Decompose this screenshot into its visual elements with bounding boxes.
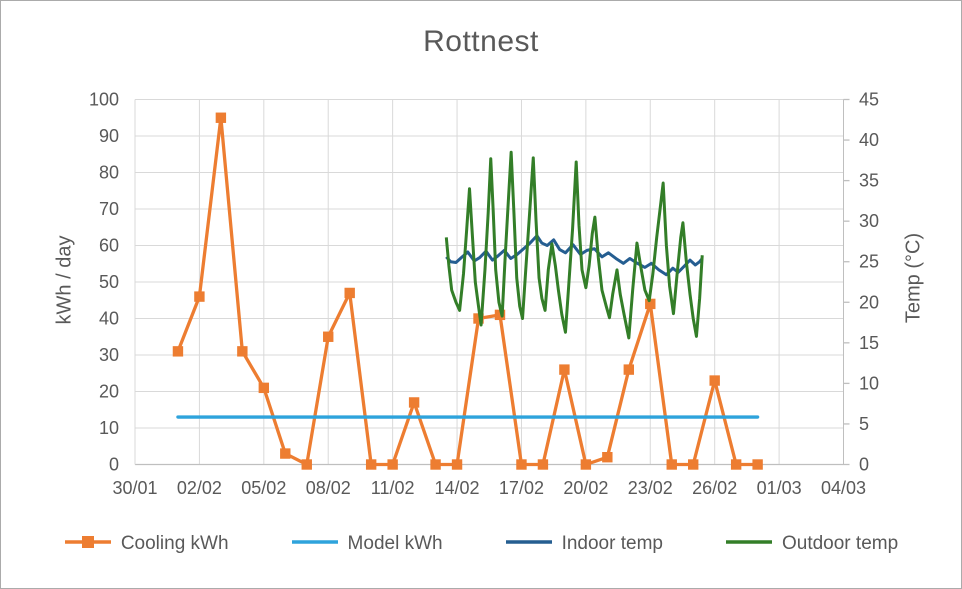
cooling-kwh-marker[interactable]	[752, 459, 763, 470]
cooling-kwh-marker[interactable]	[280, 448, 291, 459]
cooling-kwh-marker[interactable]	[408, 397, 420, 408]
x-tick-label: 14/02	[435, 478, 480, 498]
x-tick-label: 26/02	[692, 478, 737, 498]
x-tick-label: 04/03	[821, 478, 866, 498]
cooling-kwh-marker[interactable]	[688, 459, 699, 470]
x-tick-label: 11/02	[371, 478, 415, 498]
cooling-kwh-marker[interactable]	[666, 459, 677, 470]
cooling-kwh-marker[interactable]	[580, 459, 592, 470]
left-tick-label: 70	[99, 199, 119, 219]
cooling-kwh-marker[interactable]	[387, 459, 398, 470]
cooling-kwh-marker[interactable]	[344, 287, 355, 299]
x-tick-label: 05/02	[241, 478, 286, 498]
cooling-kwh-marker[interactable]	[730, 459, 742, 470]
cooling-kwh-marker[interactable]	[623, 364, 635, 375]
left-tick-label: 20	[99, 382, 119, 402]
cooling-kwh-marker[interactable]	[516, 459, 527, 470]
legend-label: Outdoor temp	[781, 533, 899, 554]
left-tick-label: 90	[99, 126, 119, 146]
right-tick-label: 10	[859, 373, 879, 393]
chart-legend: Cooling kWh Model kWh Indoor temp	[1, 533, 961, 555]
cooling-kwh-marker[interactable]	[215, 112, 227, 123]
x-tick-label: 08/02	[306, 478, 351, 498]
cooling-kwh-marker[interactable]	[258, 382, 270, 394]
legend-item-model-kwh[interactable]: Model kWh	[291, 533, 443, 555]
right-tick-label: 5	[859, 414, 869, 434]
cooling-kwh-marker[interactable]	[645, 298, 656, 310]
left-axis-title: kWh / day	[53, 235, 76, 325]
left-tick-label: 40	[99, 309, 119, 329]
left-tick-label: 80	[99, 163, 119, 183]
cooling-kwh-marker[interactable]	[602, 452, 613, 463]
cooling-kwh-marker[interactable]	[430, 459, 441, 470]
left-tick-label: 60	[99, 236, 119, 256]
x-tick-label: 17/02	[499, 478, 544, 498]
legend-label: Cooling kWh	[120, 533, 229, 554]
x-tick-label: 30/01	[112, 478, 157, 498]
cooling-kwh-marker[interactable]	[709, 375, 720, 386]
left-tick-label: 100	[89, 90, 119, 110]
legend-item-outdoor-temp[interactable]: Outdoor temp	[725, 533, 898, 555]
cooling-kwh-marker[interactable]	[537, 459, 549, 470]
chart-title: Rottnest	[423, 25, 539, 58]
cooling-kwh-marker[interactable]	[301, 459, 312, 470]
left-tick-label: 10	[99, 418, 119, 438]
right-tick-label: 15	[859, 333, 879, 353]
cooling-kwh-marker[interactable]	[194, 291, 205, 302]
cooling-kwh-marker[interactable]	[559, 364, 570, 375]
right-tick-label: 25	[859, 252, 879, 272]
outdoor-line-icon	[725, 534, 773, 555]
legend-label: Indoor temp	[561, 533, 663, 554]
series-cooling-kwh-line[interactable]	[176, 116, 758, 467]
cooling-kwh-marker[interactable]	[451, 459, 463, 470]
right-tick-label: 20	[859, 292, 879, 312]
legend-item-indoor-temp[interactable]: Indoor temp	[505, 533, 663, 555]
x-tick-label: 02/02	[177, 478, 222, 498]
cooling-kwh-marker[interactable]	[365, 459, 377, 470]
left-tick-label: 50	[99, 272, 119, 292]
cooling-kwh-marker[interactable]	[323, 331, 334, 342]
x-tick-label: 20/02	[563, 478, 608, 498]
model-line-icon	[291, 534, 339, 555]
cooling-kwh-marker[interactable]	[237, 346, 248, 357]
right-axis-title: Temp (°C)	[902, 232, 925, 324]
cooling-kwh-marker[interactable]	[494, 309, 506, 321]
indoor-line-icon	[505, 534, 553, 555]
left-tick-label: 0	[109, 455, 119, 475]
right-tick-label: 45	[859, 90, 879, 110]
series-outdoor-temp-line[interactable]	[444, 150, 704, 340]
right-tick-label: 30	[859, 211, 879, 231]
cooling-kwh-marker[interactable]	[172, 346, 184, 357]
cooling-line-marker-icon	[64, 534, 112, 555]
cooling-kwh-marker[interactable]	[473, 313, 484, 324]
legend-label: Model kWh	[347, 533, 443, 554]
legend-item-cooling-kwh[interactable]: Cooling kWh	[64, 533, 229, 555]
x-tick-label: 01/03	[757, 478, 802, 498]
x-tick-label: 23/02	[628, 478, 673, 498]
right-tick-label: 40	[859, 130, 879, 150]
right-tick-label: 0	[859, 455, 869, 475]
left-tick-label: 30	[99, 345, 119, 365]
right-tick-label: 35	[859, 171, 879, 191]
